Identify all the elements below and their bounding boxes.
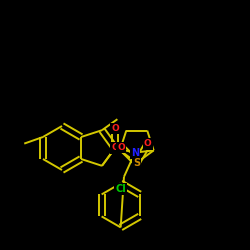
- Text: O: O: [111, 124, 119, 133]
- Text: O: O: [111, 144, 119, 152]
- Text: Cl: Cl: [115, 184, 126, 194]
- Text: O: O: [144, 140, 152, 148]
- Text: S: S: [133, 158, 140, 168]
- Text: O: O: [118, 143, 125, 152]
- Text: N: N: [131, 148, 139, 158]
